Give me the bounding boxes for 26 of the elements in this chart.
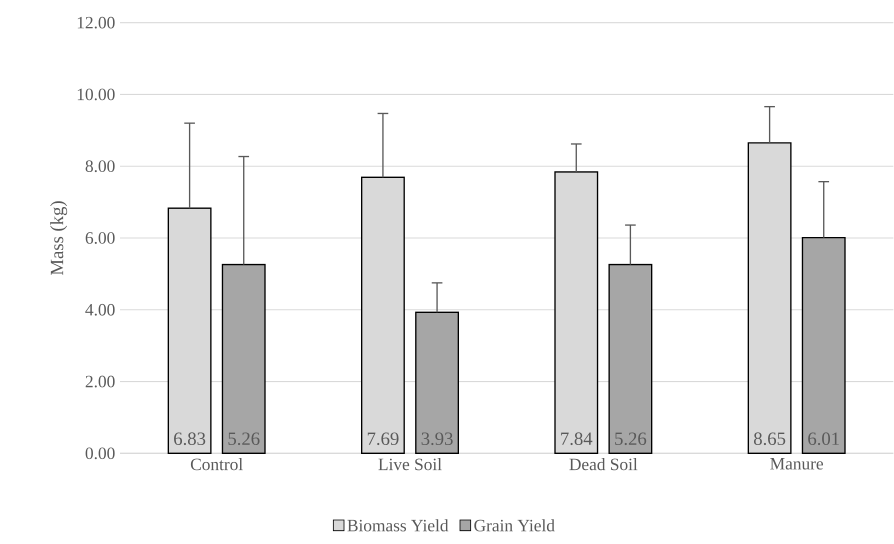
bar [802,236,846,454]
data-label: 5.26 [615,432,646,446]
legend-label: Grain Yield [474,519,555,532]
data-label: 8.65 [754,432,786,446]
data-label: 5.26 [228,432,260,446]
y-tick-label: 12.00 [78,16,115,29]
data-label: 7.84 [561,432,592,446]
y-tick-label: 8.00 [86,160,115,172]
data-label: 6.83 [174,432,206,446]
x-tick-label: Live Soil [378,458,442,470]
y-tick-label: 10.00 [78,88,115,100]
data-label: 6.01 [808,432,839,446]
y-axis-title: Mass (kg) [50,201,68,276]
y-tick-label: 4.00 [85,304,115,316]
x-tick-label: Dead Soil [569,458,638,470]
x-tick-label: Manure [770,458,824,470]
data-label: 3.93 [422,432,453,446]
legend-label: Biomass Yield [347,519,448,532]
y-tick-label: 6.00 [86,232,115,244]
data-label: 7.69 [368,432,399,446]
y-tick-label: 2.00 [86,376,115,388]
bar [608,264,652,454]
bar [222,264,266,454]
x-tick-label: Control [190,458,243,470]
bar [415,312,460,454]
y-tick-label: 0.00 [86,447,115,460]
